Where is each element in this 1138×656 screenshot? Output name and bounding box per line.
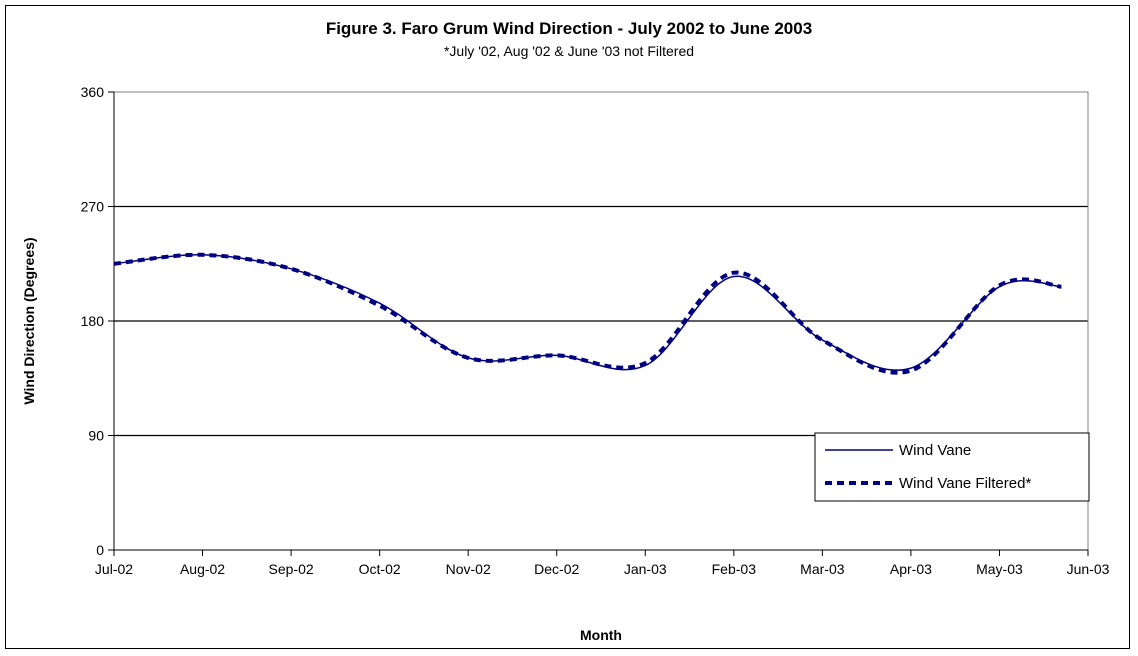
- x-tick-label: Jul-02: [95, 561, 133, 577]
- chart-frame: [5, 5, 1130, 649]
- x-tick-label: Feb-03: [712, 561, 757, 577]
- y-axis-label: Wind Direction (Degrees): [21, 237, 37, 404]
- chart-title: Figure 3. Faro Grum Wind Direction - Jul…: [326, 19, 812, 38]
- legend-label-wind-vane: Wind Vane: [899, 442, 971, 459]
- series-line-wind-vane: [113, 254, 1062, 371]
- x-tick-label: Sep-02: [269, 561, 314, 577]
- y-tick-label: 0: [96, 542, 104, 558]
- x-tick-label: Aug-02: [180, 561, 225, 577]
- x-tick-label: May-03: [976, 561, 1023, 577]
- x-axis-label: Month: [580, 627, 622, 643]
- x-tick-label: Oct-02: [359, 561, 401, 577]
- y-tick-label: 90: [88, 428, 104, 444]
- x-tick-label: Nov-02: [446, 561, 491, 577]
- series-layer: [113, 252, 1062, 375]
- series-line-wind-vane-filtered: [113, 252, 1062, 375]
- y-tick-label: 360: [81, 84, 105, 100]
- x-tick-label: Jan-03: [624, 561, 667, 577]
- axis-layer: 0 90 180 270 360 Jul-02 Aug-02 Sep-02 Oct-02 Nov-…: [81, 84, 1110, 577]
- grid-layer: [114, 205, 1088, 437]
- x-tick-label: Dec-02: [534, 561, 579, 577]
- x-tick-label: Jun-03: [1067, 561, 1110, 577]
- legend: Wind Vane Wind Vane Filtered*: [814, 432, 1090, 502]
- x-tick-label: Mar-03: [800, 561, 845, 577]
- y-tick-label: 270: [81, 199, 105, 215]
- legend-box: [814, 432, 1090, 502]
- legend-label-wind-vane-filtered: Wind Vane Filtered*: [899, 475, 1031, 492]
- x-tick-label: Apr-03: [890, 561, 932, 577]
- y-tick-label: 180: [81, 313, 105, 329]
- chart-subtitle: *July '02, Aug '02 & June '03 not Filter…: [444, 43, 694, 59]
